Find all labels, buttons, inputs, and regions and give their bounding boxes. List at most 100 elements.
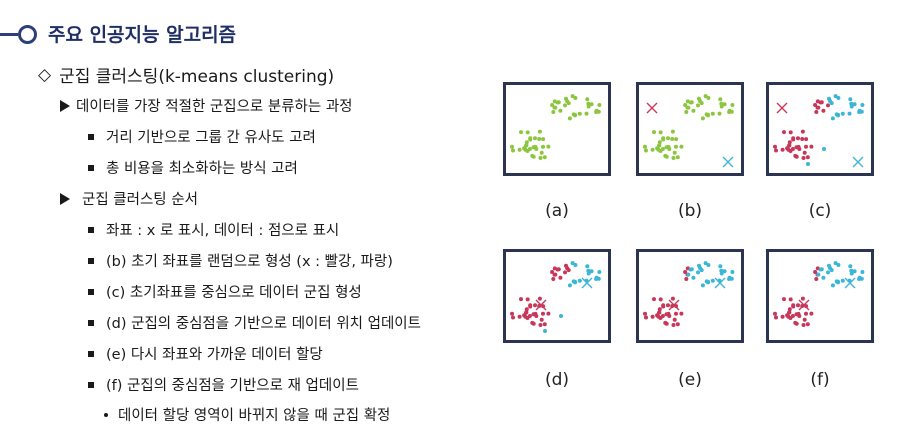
data-point <box>706 113 710 118</box>
scatter-plot <box>766 82 874 176</box>
data-point <box>597 103 602 107</box>
data-point <box>802 150 807 155</box>
data-point <box>541 137 546 142</box>
data-point <box>719 104 724 109</box>
data-point <box>796 303 800 308</box>
data-point <box>787 307 792 312</box>
kmeans-panel <box>503 249 611 343</box>
data-point <box>511 315 515 320</box>
data-point <box>573 113 577 118</box>
data-point <box>801 156 806 160</box>
square-bullet-icon <box>88 350 94 357</box>
triangle-bullet-icon <box>60 99 70 112</box>
scatter-plot <box>636 249 744 343</box>
data-point <box>706 263 711 267</box>
dot-bullet-icon <box>104 412 108 417</box>
data-point <box>644 148 648 153</box>
data-point <box>691 275 696 280</box>
data-point <box>657 310 661 315</box>
data-point <box>541 304 546 309</box>
data-point <box>840 111 845 116</box>
data-point <box>814 277 819 281</box>
triangle-bullet-icon <box>60 192 70 205</box>
data-point <box>546 144 551 149</box>
data-point <box>594 108 599 113</box>
data-point <box>517 147 522 152</box>
step-item: (e) 다시 좌표와 가까운 데이터 할당 <box>88 343 323 364</box>
step-item: (d) 군집의 중심점을 기반으로 데이터 위치 업데이트 <box>88 312 421 333</box>
data-point <box>658 130 663 135</box>
data-point <box>674 311 678 316</box>
data-point <box>530 320 535 325</box>
data-point <box>573 263 578 267</box>
step-text: 좌표 : x 로 표시, 데이터 : 점으로 표시 <box>106 223 340 239</box>
outline-order: 군집 클러스팅 순서 <box>60 188 198 209</box>
data-point <box>594 275 599 280</box>
data-point <box>847 111 852 116</box>
step-item: (f) 군집의 중심점을 기반으로 재 업데이트 <box>88 374 359 395</box>
data-point <box>550 103 555 107</box>
panel-caption: (f) <box>810 370 830 390</box>
data-point <box>833 94 838 99</box>
centroid-marker <box>852 156 864 168</box>
data-point <box>793 320 798 325</box>
kmeans-panel <box>636 82 744 176</box>
data-point <box>563 103 567 108</box>
outline-order-text: 군집 클러스팅 순서 <box>82 192 198 208</box>
data-point <box>860 270 865 274</box>
data-point <box>848 264 853 269</box>
data-point <box>787 140 792 145</box>
data-point <box>679 144 684 149</box>
data-point <box>546 311 551 316</box>
data-point <box>800 137 805 141</box>
data-point <box>836 113 840 118</box>
data-point <box>671 323 676 327</box>
step-text: (d) 군집의 중심점을 기반으로 데이터 위치 업데이트 <box>106 316 421 332</box>
data-point <box>584 111 589 116</box>
data-point <box>661 303 666 308</box>
step-item: 좌표 : x 로 표시, 데이터 : 점으로 표시 <box>88 219 339 240</box>
data-point <box>565 266 570 271</box>
square-bullet-icon <box>88 226 94 233</box>
data-point <box>852 269 857 274</box>
scatter-plot <box>766 249 874 343</box>
data-point <box>706 96 711 100</box>
data-point <box>666 303 670 308</box>
data-point <box>805 155 810 160</box>
square-bullet-icon <box>88 164 94 171</box>
data-point <box>541 311 545 316</box>
data-point <box>527 314 532 318</box>
kmeans-panel <box>766 82 874 176</box>
data-point <box>525 130 530 135</box>
square-bullet-icon <box>88 381 94 388</box>
section-header: 주요 인공지능 알고리즘 <box>0 16 400 50</box>
data-point <box>722 102 727 107</box>
outline-intro-text: 데이터를 가장 적절한 군집으로 분류하는 과정 <box>76 99 353 115</box>
data-point <box>570 94 575 99</box>
data-point <box>556 100 561 105</box>
data-point <box>538 156 543 160</box>
data-point <box>793 153 798 158</box>
data-point <box>511 148 515 153</box>
data-point <box>525 297 530 302</box>
data-point <box>666 144 671 149</box>
data-point <box>573 280 577 285</box>
sub-step-item: 데이터 할당 영역이 바뀌지 않을 때 군집 확정 <box>104 404 390 425</box>
data-point <box>821 108 826 113</box>
data-point <box>804 304 809 309</box>
data-point <box>674 144 678 149</box>
data-point <box>774 315 778 320</box>
header-bullet-icon <box>18 25 37 44</box>
data-point <box>686 105 691 110</box>
data-point <box>790 147 795 151</box>
scatter-plot <box>636 82 744 176</box>
data-point <box>790 314 795 318</box>
data-point <box>780 314 785 319</box>
data-point <box>542 155 547 160</box>
data-point <box>836 280 840 285</box>
data-point <box>585 264 590 269</box>
data-point <box>860 103 865 107</box>
data-point <box>722 269 727 274</box>
data-point <box>510 311 514 316</box>
data-point <box>857 108 862 113</box>
